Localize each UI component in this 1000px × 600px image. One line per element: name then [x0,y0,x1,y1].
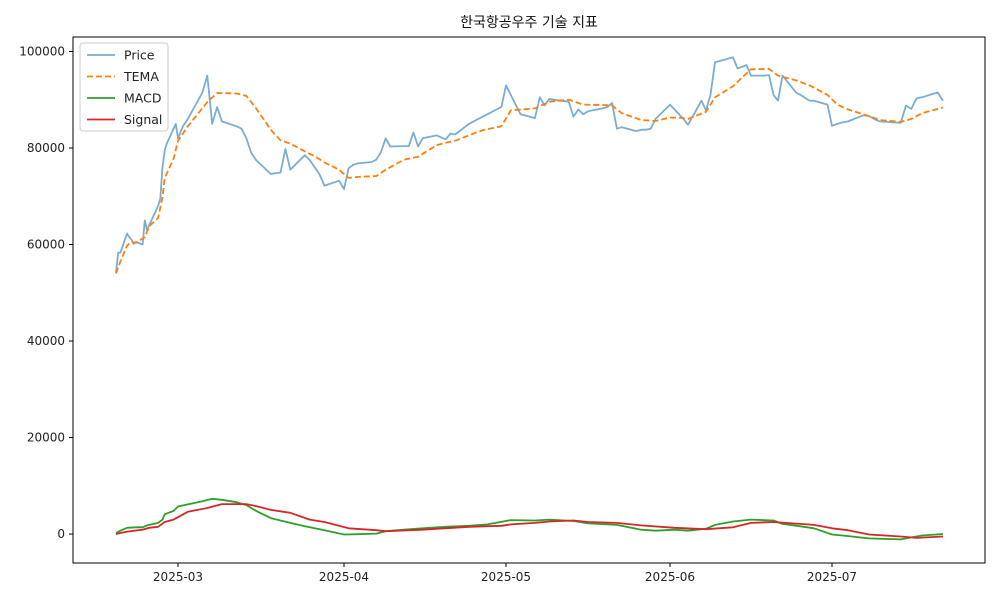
x-tick-label: 2025-05 [481,570,531,584]
x-tick-label: 2025-07 [807,570,857,584]
series-layer [115,56,944,541]
y-tick-label: 100000 [19,44,65,58]
y-tick-label: 40000 [27,334,65,348]
y-tick-label: 20000 [27,431,65,445]
legend-box [79,42,169,132]
x-tick-label: 2025-03 [153,570,203,584]
x-tick-label: 2025-04 [319,570,369,584]
legend: Price TEMA MACD Signal [79,42,169,132]
series-line-tema [115,67,944,274]
legend-label-tema: TEMA [123,69,159,84]
series-line-signal [115,503,944,539]
y-tick-label: 80000 [27,141,65,155]
x-axis: 2025-03 2025-04 2025-05 2025-06 2025-07 [153,563,857,584]
legend-label-price: Price [124,48,155,63]
legend-label-signal: Signal [124,112,162,127]
y-tick-label: 0 [57,527,65,541]
y-axis: 0 20000 40000 60000 80000 100000 [19,44,73,541]
legend-label-macd: MACD [124,91,161,106]
series-line-price [115,56,944,273]
x-tick-label: 2025-06 [645,570,695,584]
chart-title: 한국항공우주 기술 지표 [460,15,598,31]
y-tick-label: 60000 [27,238,65,252]
